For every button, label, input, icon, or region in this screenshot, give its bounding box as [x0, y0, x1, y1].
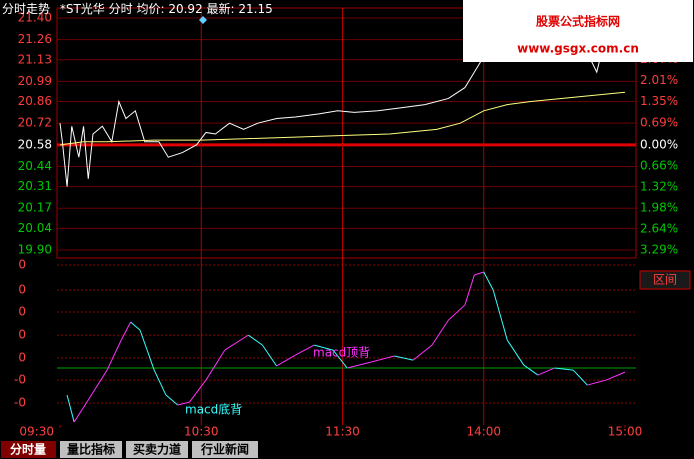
header-avg-label: 均价:: [136, 2, 164, 16]
tabs: 分时量 量比指标 买卖力道 行业新闻: [1, 441, 258, 458]
macd-segment: [153, 369, 167, 396]
macd-segment: [506, 339, 525, 366]
y-tick-label: 20.86: [18, 94, 52, 108]
y-tick-label: 0: [18, 351, 26, 365]
grid: 21.40 21.26 21.13 20.99 20.86 20.72 20.58 20.44…: [14, 7, 678, 439]
marker-icon: [199, 16, 207, 24]
y2-tick-label: 0.69%: [640, 115, 678, 129]
range-button-label[interactable]: 区间: [653, 273, 677, 287]
macd-segment: [87, 369, 108, 401]
macd-segment: [523, 364, 539, 376]
y-tick-label: 20.99: [18, 74, 52, 88]
y2-tick-label: 1.98%: [640, 201, 678, 215]
tab-label[interactable]: 行业新闻: [200, 442, 249, 457]
macd-segment: [262, 344, 277, 367]
y2-tick-label: 0.00%: [640, 137, 678, 151]
y2-tick-label: 1.35%: [640, 94, 678, 108]
header-stock: *ST光华: [60, 2, 105, 16]
y-tick-label: 0: [18, 328, 26, 342]
y2-tick-label: 0.66%: [640, 158, 678, 172]
macd-segment: [276, 354, 296, 367]
header-title: 分时走势: [2, 2, 50, 16]
macd-segment: [448, 304, 466, 321]
tab[interactable]: [192, 441, 258, 458]
macd-segment: [248, 334, 263, 346]
macd-segment: [177, 401, 190, 406]
tab-label[interactable]: 分时量: [10, 442, 46, 457]
tab[interactable]: [126, 441, 188, 458]
y-tick-label: 19.90: [18, 243, 52, 257]
y-tick-label: 0: [18, 258, 26, 272]
x-tick-label: 15:00: [608, 425, 643, 439]
y-tick-label: 0: [18, 304, 26, 318]
y-tick-label: 21.26: [18, 32, 52, 46]
x-tick-label: 10:30: [184, 425, 219, 439]
y-tick-label: 20.04: [18, 221, 52, 235]
y-tick-label: 20.72: [18, 116, 52, 130]
y2-tick-label: 1.32%: [640, 180, 678, 194]
macd-segment: [224, 334, 249, 351]
annotation: macd顶背: [313, 346, 370, 360]
macd-segment: [492, 289, 508, 341]
tab-label[interactable]: 量比指标: [67, 442, 115, 457]
header-mode: 分时: [109, 2, 133, 16]
macd-segment: [120, 321, 132, 341]
y-tick-label: 21.40: [18, 11, 52, 25]
header-last-label: 最新:: [207, 1, 235, 16]
macd-segment: [464, 274, 475, 306]
price-line: [59, 91, 626, 146]
macd-segment: [295, 344, 315, 356]
macd-segment: [370, 355, 395, 363]
y-tick-label: 20.17: [18, 201, 52, 215]
macd-segment: [587, 379, 607, 386]
macd-segment: [139, 329, 155, 371]
y-tick-label: 20.58: [18, 137, 52, 151]
header-avg: 20.92: [168, 2, 202, 16]
panel-frame: [56, 7, 637, 259]
y-tick-label: 0: [18, 282, 26, 296]
annotation: macd底背: [185, 402, 242, 417]
macd-segment: [537, 367, 555, 376]
macd-segment: [66, 394, 75, 423]
macd-segment: [314, 344, 334, 351]
tab[interactable]: [60, 441, 122, 458]
macd-segment: [554, 367, 574, 371]
y-tick-label: 20.44: [18, 159, 52, 173]
macd-segment: [605, 371, 626, 381]
range-button[interactable]: [639, 270, 691, 290]
macd-segment: [205, 349, 226, 381]
y-tick-label: -0: [14, 373, 26, 387]
macd-segment: [347, 361, 371, 369]
x-tick-label: 14:00: [466, 425, 501, 439]
macd-segment: [130, 321, 141, 331]
macd-segment: [165, 394, 179, 406]
y2-tick-label: 2.64%: [640, 222, 678, 236]
tab-label[interactable]: 买卖力道: [133, 442, 181, 457]
y-tick-label: 21.13: [18, 52, 52, 66]
macd-segment: [431, 319, 449, 346]
macd-segment: [412, 344, 433, 361]
y2-tick-label: 3.29%: [640, 243, 678, 257]
x-tick-label: 09:30: [19, 425, 54, 439]
header: 分时走势 *ST光华 分时 均价: 20.92 最新: 21.15: [2, 1, 273, 16]
macd-segment: [106, 339, 122, 371]
watermark-bg: [463, 0, 693, 62]
header-last: 21.15: [238, 2, 272, 16]
y-tick-label: 20.31: [18, 179, 52, 193]
watermark-title: 股票公式指标网: [536, 14, 620, 29]
macd-segment: [394, 355, 414, 361]
x-tick-label: 11:30: [325, 425, 360, 439]
macd-segment: [189, 379, 207, 403]
y2-tick-label: 2.01%: [640, 73, 678, 87]
tab[interactable]: [1, 441, 56, 458]
macd-segment: [332, 349, 348, 369]
macd-segment: [474, 271, 484, 276]
y-tick-label: -0: [14, 395, 26, 409]
macd-segment: [483, 271, 494, 291]
watermark-url: www.gsgx.com.cn: [517, 42, 639, 56]
macd-segment: [73, 399, 89, 423]
macd-segment: [572, 369, 588, 386]
